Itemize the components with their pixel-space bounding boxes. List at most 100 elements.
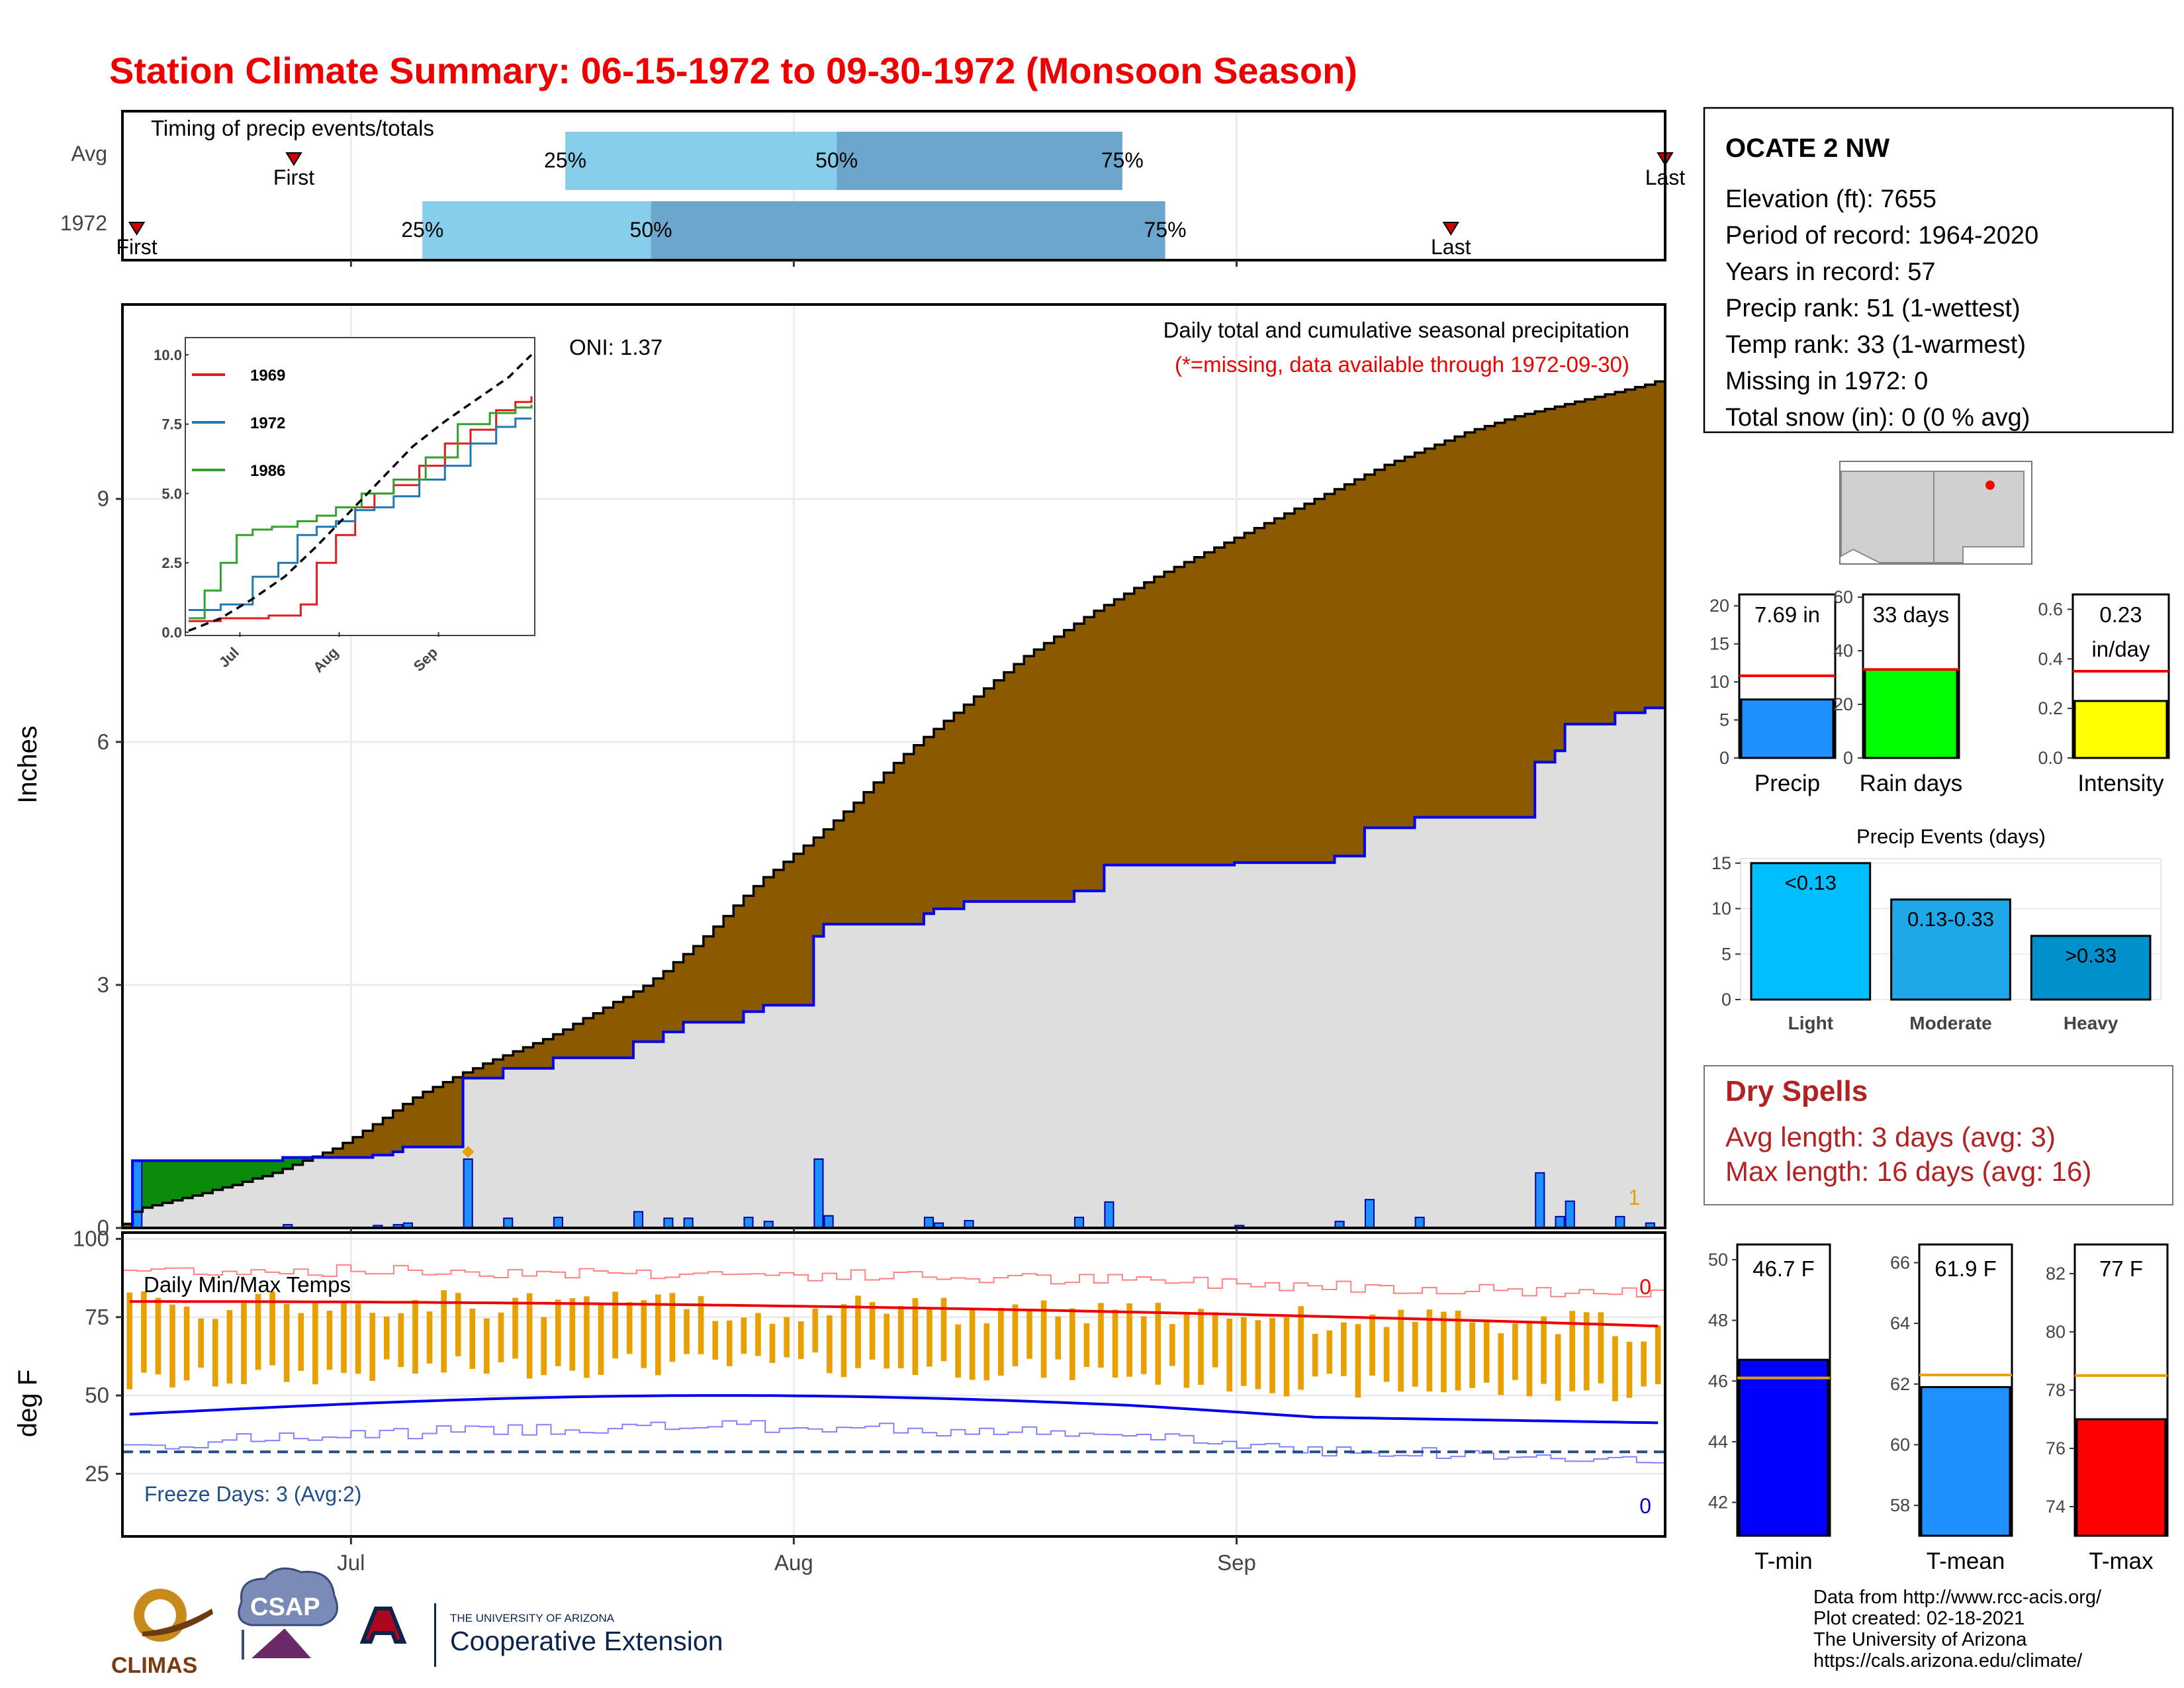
daily-precip-bar: [132, 1160, 143, 1228]
deficit-fill: [1394, 461, 1406, 828]
deficit-fill: [1024, 656, 1035, 902]
daily-temperature-range-bar: [1255, 1320, 1261, 1389]
deficit-fill: [1214, 547, 1225, 865]
season-temperature-bars: 46.7 F 42 44 46 48 50 T-min 61.9 F 58 60 62 64 66 T-m…: [1708, 1243, 2169, 1574]
daily-temperature-range-bar: [469, 1308, 476, 1369]
ua-extension-name: Cooperative Extension: [450, 1626, 723, 1656]
precip-y-tick-label: 0: [97, 1215, 109, 1240]
temperature-value-label: 61.9 F: [1934, 1256, 1997, 1281]
temperature-top-count: 0: [1639, 1275, 1651, 1299]
daily-temperature-range-bar: [684, 1309, 690, 1354]
event-bar-label: <0.13: [1785, 871, 1837, 894]
daily-temperature-range-bar: [1169, 1324, 1175, 1366]
daily-temperature-range-bar: [812, 1308, 819, 1353]
deficit-fill: [1555, 406, 1566, 751]
dry-spells-avg: Avg length: 3 days (avg: 3): [1725, 1121, 2056, 1152]
daily-precip-bar: [823, 1215, 834, 1228]
surplus-fill: [172, 1160, 183, 1201]
deficit-fill: [373, 1124, 384, 1155]
deficit-fill: [794, 853, 804, 1006]
inset-y-tick-label: 10.0: [154, 347, 182, 363]
deficit-fill: [833, 820, 844, 925]
deficit-fill: [733, 905, 745, 1023]
deficit-fill: [1385, 465, 1395, 828]
csap-gauge: [242, 1630, 244, 1660]
deficit-fill: [623, 997, 634, 1058]
daily-precip-bar: [683, 1217, 694, 1228]
station-name: OCATE 2 NW: [1725, 134, 1889, 163]
inset-legend-label-1972: 1972: [250, 414, 285, 432]
daily-temperature-range-bar: [1541, 1316, 1547, 1384]
deficit-fill: [383, 1117, 394, 1155]
total-value-label: 0.23: [2099, 602, 2142, 627]
daily-precip-bar: [743, 1217, 754, 1228]
highlight-event-marker: [462, 1145, 475, 1158]
daily-precip-bar: [553, 1217, 564, 1228]
deficit-fill: [1194, 557, 1205, 865]
ua-university-name: THE UNIVERSITY OF ARIZONA: [450, 1612, 615, 1624]
deficit-fill: [1084, 617, 1095, 891]
deficit-fill: [1445, 440, 1455, 818]
daily-temperature-range-bar: [641, 1300, 647, 1368]
deficit-fill: [1144, 582, 1155, 865]
total-x-label: Precip: [1754, 771, 1820, 796]
daily-temperature-range-bar: [155, 1297, 161, 1375]
deficit-fill: [1284, 513, 1295, 863]
timing-row-label-1972: 1972: [60, 211, 107, 235]
temperature-bar-1: [1920, 1385, 2011, 1537]
deficit-fill: [1104, 604, 1115, 865]
climas-emblem-inner: [144, 1599, 176, 1631]
daily-temperature-range-bar: [1426, 1309, 1433, 1392]
temperature-y-tick-label: 100: [73, 1226, 109, 1250]
dry-spells-max: Max length: 16 days (avg: 16): [1725, 1156, 2091, 1187]
events-y-tick-label: 0: [1721, 990, 1731, 1009]
daily-temperature-range-bar: [1126, 1303, 1132, 1377]
daily-temperature-range-bar: [1612, 1336, 1618, 1401]
daily-temperature-range-bar: [669, 1293, 676, 1362]
month-axis-label-Jul: Jul: [337, 1550, 365, 1575]
daily-temperature-range-bar: [1655, 1325, 1661, 1385]
temperature-bar-y-tick-label: 66: [1890, 1253, 1910, 1273]
credits: Data from http://www.rcc-acis.org/Plot c…: [1813, 1587, 2102, 1671]
deficit-fill: [392, 1110, 404, 1152]
deficit-fill: [453, 1077, 464, 1147]
deficit-fill: [1064, 630, 1075, 902]
deficit-fill: [823, 829, 835, 925]
temperature-panel: 25 50 75 100 Daily Min/Max Temps 0 0 Freeze…: [13, 1226, 1666, 1538]
total-y-tick-label: 20: [1709, 596, 1729, 616]
month-axis-label-Sep: Sep: [1217, 1550, 1256, 1575]
timing-marker-first: [128, 222, 146, 236]
daily-temperature-range-bar: [426, 1311, 433, 1364]
daily-temperature-range-bar: [1198, 1309, 1204, 1385]
deficit-fill: [122, 1223, 133, 1228]
daily-temperature-range-bar: [1369, 1314, 1375, 1376]
total-value-label: in/day: [2091, 637, 2150, 661]
deficit-fill: [853, 802, 864, 925]
daily-temperature-range-bar: [569, 1298, 576, 1371]
deficit-fill: [1184, 562, 1195, 865]
daily-precip-bar: [1334, 1221, 1345, 1228]
total-bar-0: [1740, 698, 1835, 759]
precip-y-tick-label: 3: [97, 972, 109, 997]
cumulative-lines: [122, 380, 1665, 1228]
daily-temperature-range-bar: [940, 1297, 947, 1362]
total-x-label: Rain days: [1860, 771, 1963, 796]
daily-temperature-range-bar: [1583, 1312, 1590, 1391]
daily-temperature-range-bar: [584, 1296, 590, 1378]
surplus-fill: [222, 1160, 234, 1188]
deficit-fill: [1424, 448, 1435, 818]
daily-temperature-range-bar: [1183, 1314, 1190, 1388]
deficit-fill: [1525, 414, 1535, 818]
daily-temperature-range-bar: [884, 1313, 890, 1369]
station-detail-line: Years in record: 57: [1725, 258, 1936, 286]
daily-temperature-range-bar: [612, 1291, 618, 1359]
deficit-fill: [1004, 672, 1015, 902]
deficit-fill: [332, 1149, 343, 1158]
total-y-tick-label: 40: [1833, 641, 1853, 661]
temperature-x-label: T-mean: [1927, 1548, 2005, 1574]
precip-corner-count: 1: [1628, 1186, 1640, 1209]
oni-value: ONI: 1.37: [569, 335, 662, 359]
total-y-tick-label: 0.0: [2038, 748, 2063, 768]
daily-temperature-range-bar: [355, 1303, 361, 1374]
timing-marker-last: [1442, 222, 1460, 236]
